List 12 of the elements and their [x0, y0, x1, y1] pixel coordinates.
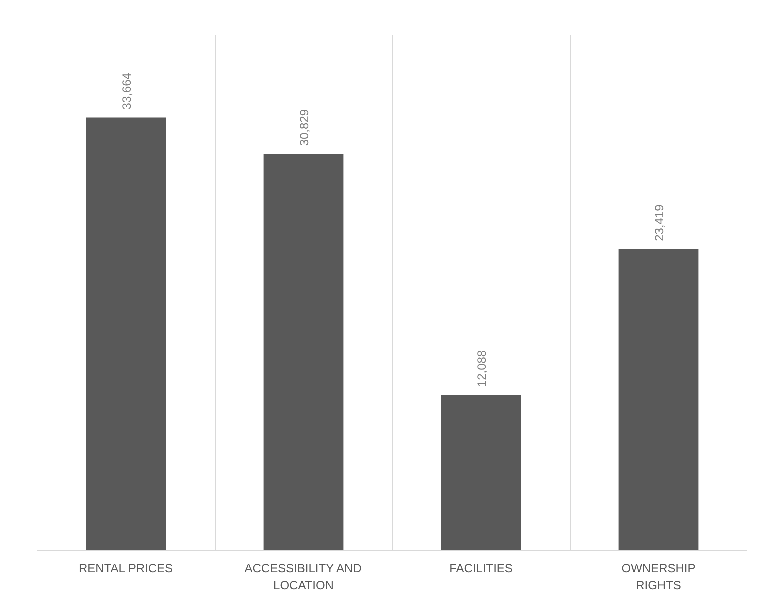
x-tick-label: RENTAL PRICES [79, 562, 174, 576]
bar [264, 154, 344, 550]
x-tick-label: ACCESSIBILITY AND LOCATION [244, 562, 362, 592]
bar [86, 118, 166, 550]
x-tick-label: OWNERSHIP RIGHTS [622, 562, 696, 592]
data-label: 30,829 [297, 109, 312, 146]
bar [618, 249, 699, 550]
data-label: 23,419 [652, 204, 666, 242]
bar [441, 395, 522, 550]
x-tick-label: FACILITIES [450, 562, 513, 576]
data-label: 33,664 [120, 72, 134, 110]
data-label: 12,088 [474, 350, 489, 388]
